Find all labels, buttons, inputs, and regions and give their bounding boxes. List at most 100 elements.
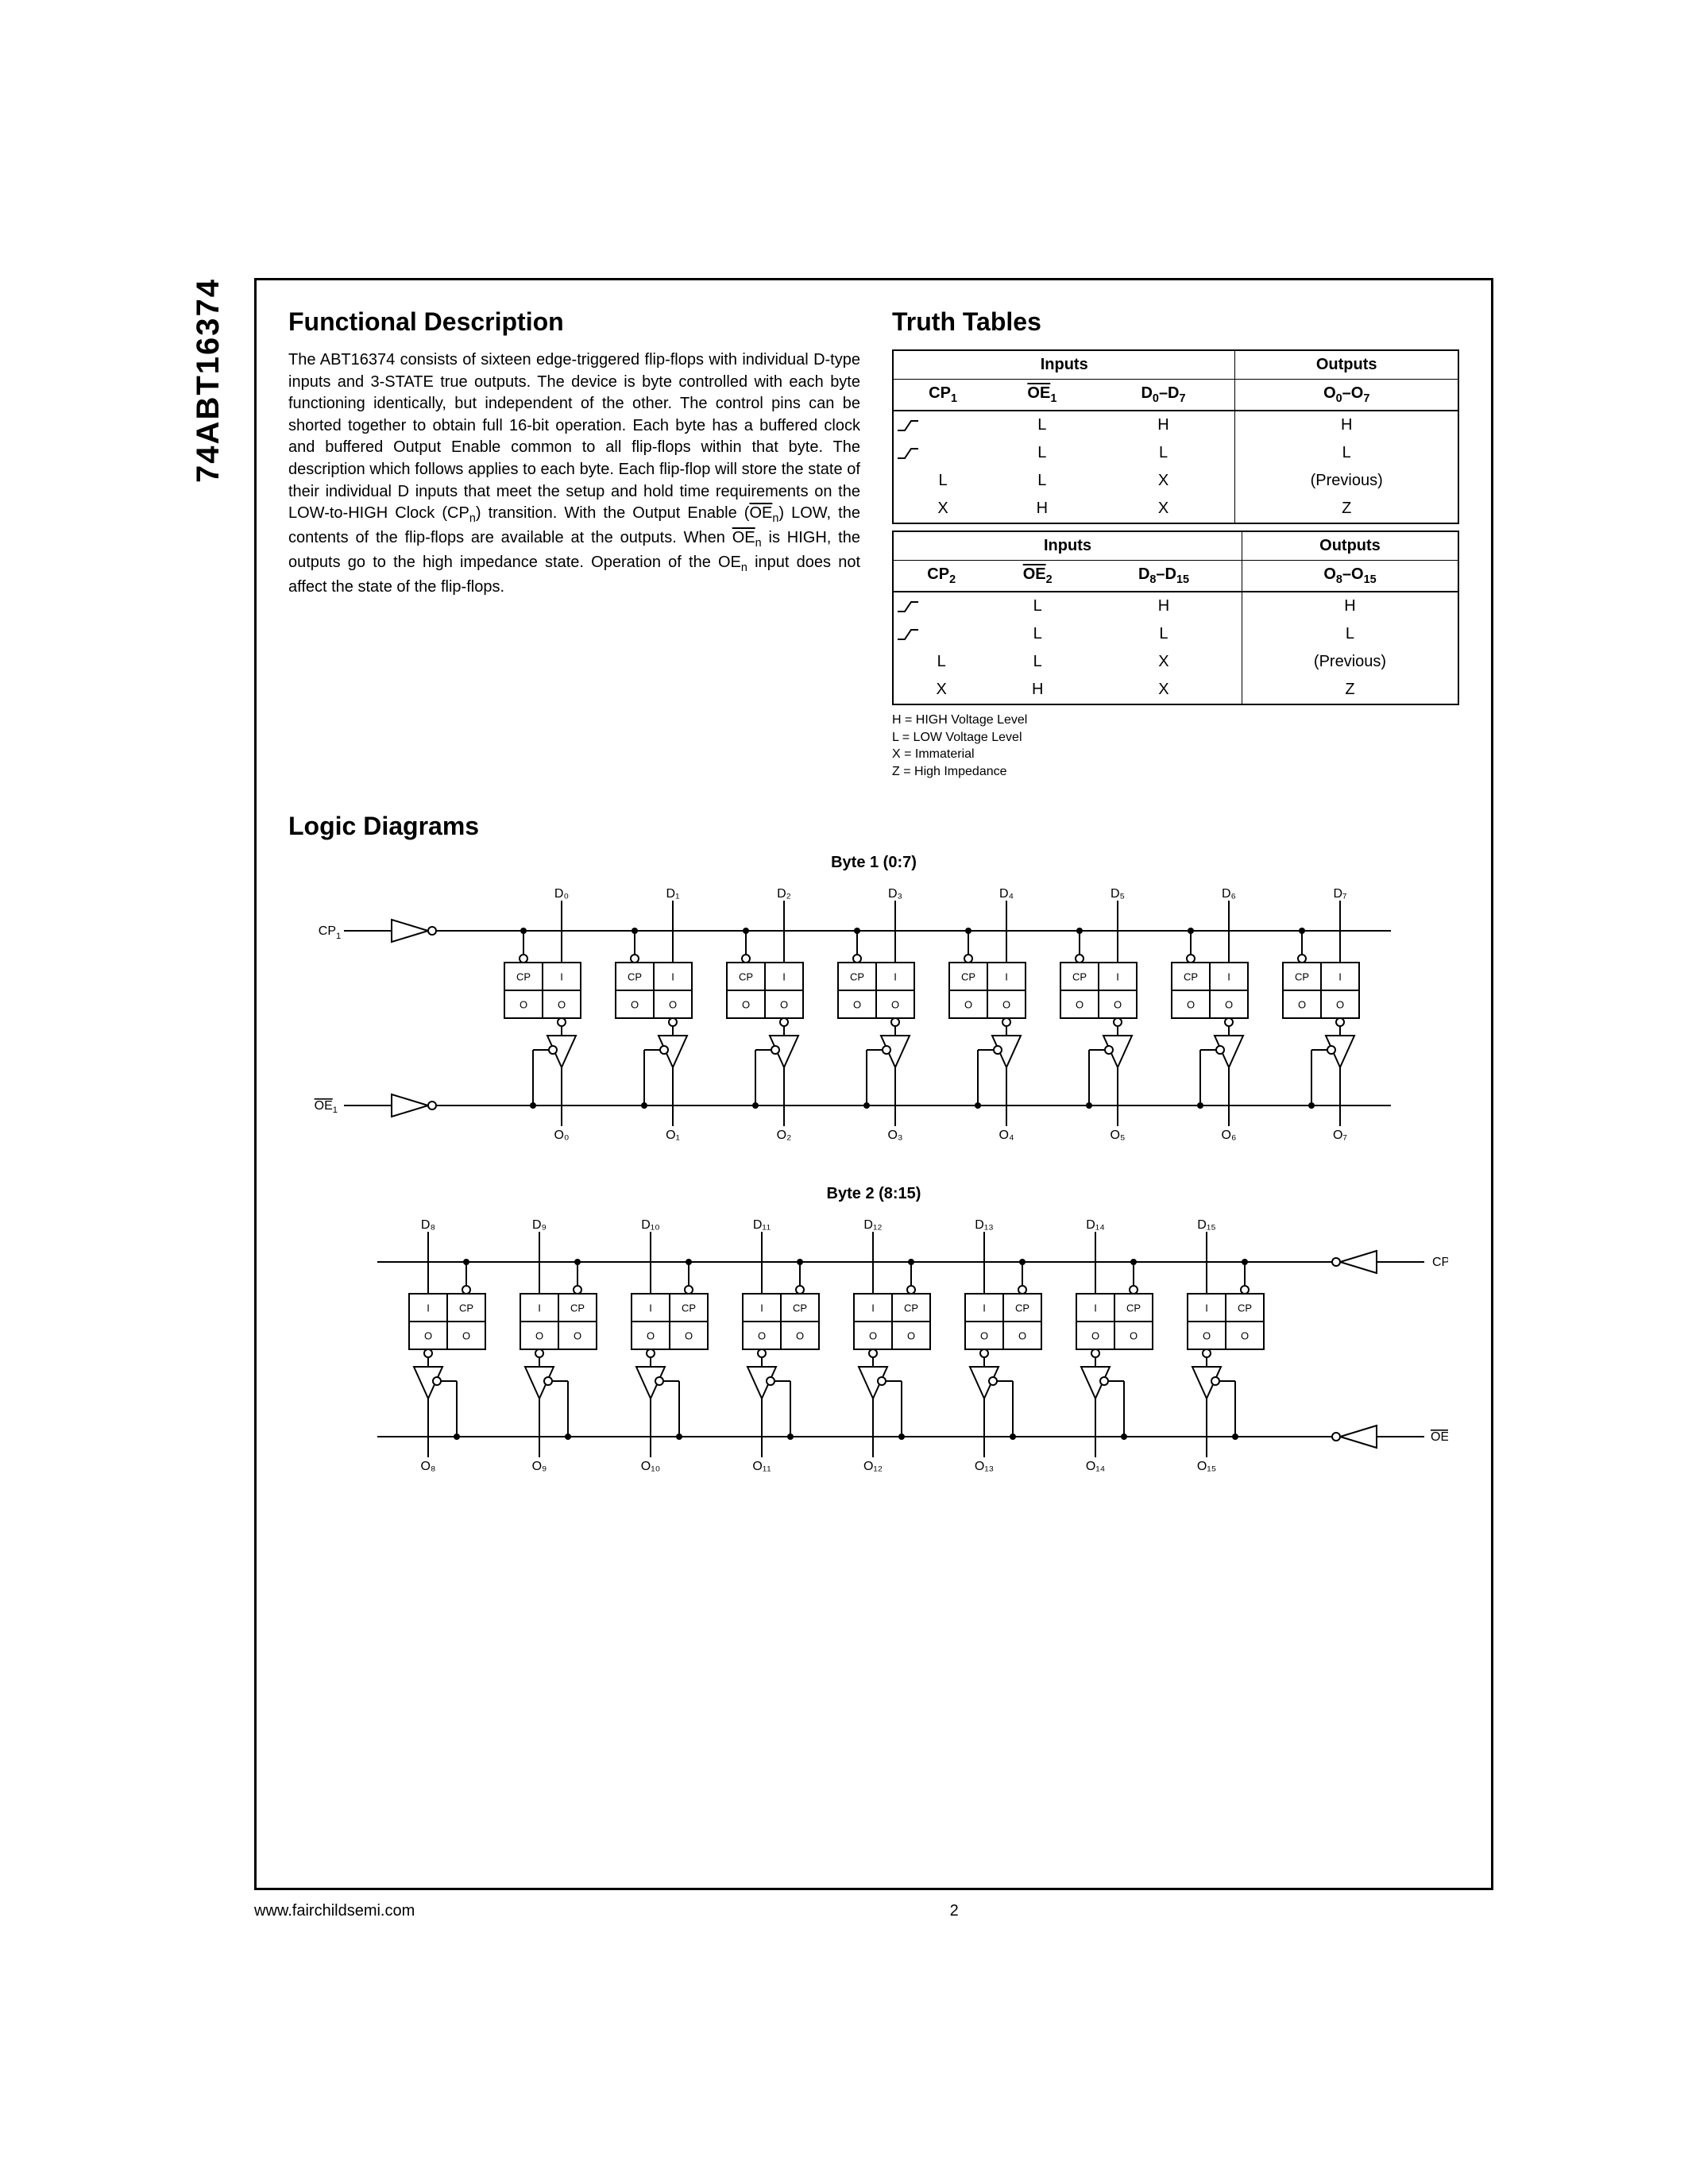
svg-text:I: I: [1116, 971, 1119, 983]
svg-text:I: I: [427, 1302, 430, 1314]
svg-text:CP: CP: [319, 924, 336, 938]
truth-table: InputsOutputsCP1OE1D0–D7O0–O7LHHLLLLLX(P…: [892, 349, 1459, 524]
footer-url: www.fairchildsemi.com: [254, 1902, 415, 1920]
truth-table-legend: H = HIGH Voltage LevelL = LOW Voltage Le…: [892, 712, 1459, 780]
svg-text:1: 1: [336, 932, 341, 941]
svg-text:O: O: [1241, 1330, 1249, 1342]
svg-text:I: I: [560, 971, 563, 983]
table-row: LLL: [893, 620, 1458, 648]
svg-text:O: O: [1018, 1330, 1026, 1342]
svg-text:CP: CP: [1126, 1302, 1141, 1314]
svg-text:D₄: D₄: [999, 887, 1014, 901]
svg-text:CP: CP: [1238, 1302, 1252, 1314]
svg-text:D₉: D₉: [532, 1218, 547, 1232]
svg-text:O₁₁: O₁₁: [752, 1460, 771, 1473]
svg-text:O: O: [1203, 1330, 1211, 1342]
byte2-title: Byte 2 (8:15): [288, 1185, 1459, 1203]
byte1-diagram: CP1OE1D₀CPIOOO₀D₁CPIOOO₁D₂CPIOOO₂D₃CPIOO…: [288, 875, 1459, 1161]
svg-text:D₁₀: D₁₀: [641, 1218, 660, 1232]
svg-text:O: O: [964, 999, 972, 1011]
svg-text:I: I: [871, 1302, 875, 1314]
functional-description-text: The ABT16374 consists of sixteen edge-tr…: [288, 349, 860, 598]
svg-text:O₅: O₅: [1111, 1129, 1126, 1142]
table-row: LLL: [893, 439, 1458, 467]
svg-text:CP: CP: [1184, 971, 1198, 983]
table-row: XHXZ: [893, 676, 1458, 704]
svg-text:D₅: D₅: [1111, 887, 1125, 901]
truth-tables: InputsOutputsCP1OE1D0–D7O0–O7LHHLLLLLX(P…: [892, 349, 1459, 705]
byte2-diagram: CP2OE2D₈ICPOOO₈D₉ICPOOO₉D₁₀ICPOOO₁₀D₁₁IC…: [288, 1206, 1459, 1492]
svg-text:I: I: [1227, 971, 1230, 983]
svg-text:O: O: [796, 1330, 804, 1342]
svg-text:O₁₅: O₁₅: [1197, 1460, 1216, 1473]
svg-text:CP: CP: [1072, 971, 1087, 983]
svg-text:D₁₃: D₁₃: [975, 1218, 993, 1232]
svg-text:O: O: [1114, 999, 1122, 1011]
svg-text:O: O: [1187, 999, 1195, 1011]
svg-text:O: O: [1336, 999, 1344, 1011]
svg-text:I: I: [1005, 971, 1008, 983]
svg-text:I: I: [649, 1302, 652, 1314]
svg-text:O₃: O₃: [888, 1129, 903, 1142]
svg-text:O: O: [535, 1330, 543, 1342]
svg-text:O: O: [1076, 999, 1083, 1011]
svg-text:O: O: [1130, 1330, 1138, 1342]
svg-text:CP: CP: [570, 1302, 585, 1314]
svg-text:O: O: [685, 1330, 693, 1342]
table-row: LHH: [893, 411, 1458, 439]
functional-description-heading: Functional Description: [288, 307, 860, 337]
svg-text:O: O: [1298, 999, 1306, 1011]
svg-text:O: O: [1225, 999, 1233, 1011]
svg-text:O: O: [869, 1330, 877, 1342]
svg-text:I: I: [782, 971, 786, 983]
svg-text:O: O: [669, 999, 677, 1011]
svg-text:I: I: [760, 1302, 763, 1314]
truth-tables-heading: Truth Tables: [892, 307, 1459, 337]
svg-text:O: O: [647, 1330, 655, 1342]
svg-text:D₈: D₈: [421, 1218, 435, 1232]
part-number-side-label: 74ABT16374: [191, 278, 226, 483]
table-row: LHH: [893, 592, 1458, 620]
svg-text:I: I: [983, 1302, 986, 1314]
table-row: LLX(Previous): [893, 467, 1458, 495]
svg-text:O₂: O₂: [777, 1129, 792, 1142]
svg-text:O: O: [1002, 999, 1010, 1011]
svg-text:D₁₁: D₁₁: [753, 1218, 771, 1232]
svg-text:O: O: [758, 1330, 766, 1342]
svg-text:CP: CP: [850, 971, 864, 983]
svg-text:CP: CP: [459, 1302, 473, 1314]
svg-text:CP: CP: [516, 971, 531, 983]
svg-text:O: O: [1091, 1330, 1099, 1342]
svg-text:O: O: [980, 1330, 988, 1342]
svg-text:O: O: [520, 999, 527, 1011]
svg-text:O₁: O₁: [666, 1129, 680, 1142]
svg-text:CP: CP: [1295, 971, 1309, 983]
logic-diagrams-heading: Logic Diagrams: [288, 812, 1459, 841]
svg-text:O₁₀: O₁₀: [641, 1460, 660, 1473]
svg-text:D₃: D₃: [888, 887, 902, 901]
svg-text:O₈: O₈: [420, 1460, 435, 1473]
svg-text:CP: CP: [739, 971, 753, 983]
svg-text:O₀: O₀: [554, 1129, 569, 1142]
page-footer: www.fairchildsemi.com 2: [254, 1902, 1493, 1920]
svg-text:O: O: [853, 999, 861, 1011]
svg-text:I: I: [671, 971, 674, 983]
svg-text:I: I: [1338, 971, 1342, 983]
svg-text:OE2: OE2: [1431, 1430, 1448, 1446]
svg-text:I: I: [1094, 1302, 1097, 1314]
svg-text:O: O: [891, 999, 899, 1011]
svg-text:D₀: D₀: [554, 887, 569, 901]
byte1-title: Byte 1 (0:7): [288, 854, 1459, 872]
svg-text:CP: CP: [628, 971, 642, 983]
svg-text:D₂: D₂: [777, 887, 791, 901]
svg-text:CP: CP: [904, 1302, 918, 1314]
svg-text:O: O: [424, 1330, 432, 1342]
svg-text:CP: CP: [682, 1302, 696, 1314]
truth-table: InputsOutputsCP2OE2D8–D15O8–O15LHHLLLLLX…: [892, 531, 1459, 705]
svg-text:D₇: D₇: [1333, 887, 1346, 901]
svg-text:O₁₃: O₁₃: [975, 1460, 994, 1473]
page-content-frame: Functional Description The ABT16374 cons…: [254, 278, 1493, 1890]
svg-text:O₉: O₉: [532, 1460, 547, 1473]
svg-text:I: I: [538, 1302, 541, 1314]
svg-text:O₄: O₄: [999, 1129, 1014, 1142]
